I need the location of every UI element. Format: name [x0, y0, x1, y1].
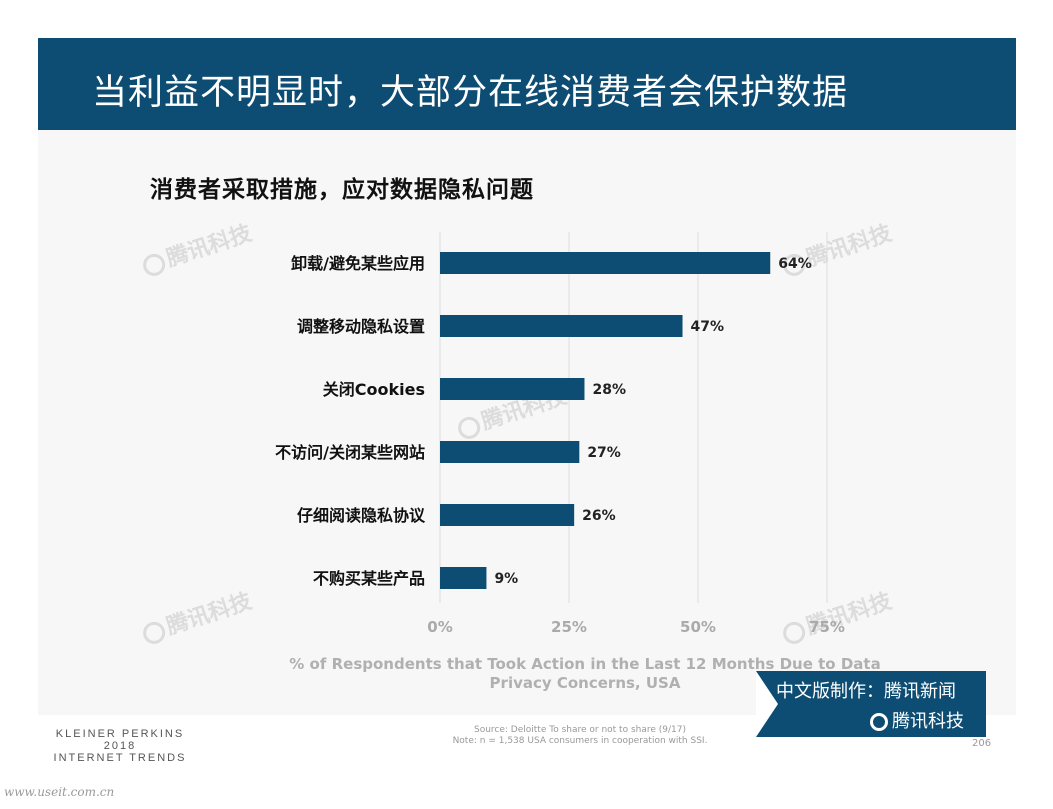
site-watermark: www.useit.com.cn: [4, 785, 115, 799]
tencent-logo-icon: [870, 713, 888, 731]
data-label: 28%: [592, 382, 626, 398]
data-label: 47%: [691, 319, 725, 335]
x-tick-label: 50%: [680, 618, 716, 636]
brand-footer: KLEINER PERKINS 2018 INTERNET TRENDS: [53, 728, 187, 764]
data-label: 9%: [494, 571, 518, 587]
category-label: 不购买某些产品: [313, 569, 425, 588]
badge-notch: [756, 671, 778, 737]
chart-panel: [38, 130, 1016, 715]
title-banner: 当利益不明显时，大部分在线消费者会保护数据: [38, 38, 1016, 130]
bar: [440, 441, 580, 463]
badge-line1: 中文版制作：腾讯新闻: [776, 681, 956, 702]
category-label: 不访问/关闭某些网站: [275, 443, 425, 462]
bar: [440, 567, 487, 589]
bar: [440, 252, 771, 274]
category-label: 调整移动隐私设置: [297, 317, 425, 336]
bar: [440, 315, 683, 337]
x-tick-label: 0%: [427, 618, 452, 636]
category-label: 仔细阅读隐私协议: [297, 506, 426, 525]
category-label: 关闭Cookies: [323, 380, 425, 399]
x-axis-label: % of Respondents that Took Action in the…: [289, 655, 881, 692]
chart-title: 消费者采取措施，应对数据隐私问题: [150, 177, 534, 203]
page-title: 当利益不明显时，大部分在线消费者会保护数据: [92, 73, 849, 113]
category-label: 卸载/避免某些应用: [291, 254, 425, 273]
source-note: Source: Deloitte To share or not to shar…: [452, 725, 708, 746]
data-label: 27%: [587, 445, 621, 461]
data-label: 64%: [778, 256, 812, 272]
page-number: 206: [972, 738, 992, 749]
x-tick-label: 25%: [551, 618, 587, 636]
bar: [440, 504, 575, 526]
x-tick-label: 75%: [809, 618, 845, 636]
data-label: 26%: [582, 508, 616, 524]
bar: [440, 378, 585, 400]
badge-line2: 腾讯科技: [870, 707, 964, 733]
